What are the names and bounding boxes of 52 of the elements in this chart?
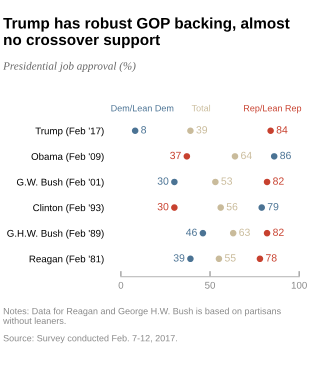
point (217, 204, 224, 211)
text: Dem/Lean Dem (111, 104, 174, 112)
series-label: Total (192, 104, 210, 112)
y-tick-label: Reagan (Feb '81) (30, 255, 104, 264)
point (171, 204, 178, 211)
y-tick-label: Obama (Feb '09) (32, 152, 104, 162)
data-label: 30 (158, 177, 168, 185)
point (171, 178, 178, 186)
x-tick-label: 50 (205, 282, 216, 289)
chart-subtitle: Presidential job approval (%) (3, 62, 136, 72)
point (264, 230, 270, 236)
data-label: 30 (158, 202, 168, 210)
x-tick-label: 100 (292, 282, 307, 289)
point (216, 256, 222, 262)
data-label: 82 (273, 177, 284, 185)
y-tick-label: G.W. Bush (Feb '01) (16, 178, 104, 188)
y-tick-label: Trump (Feb '17) (35, 127, 104, 136)
data-label: 84 (276, 126, 288, 134)
point (258, 204, 265, 211)
x-tick-label: 0 (118, 282, 124, 289)
text: Notes: Data for Reagan and George H.W. Bush is based on partisans without leaners. (3, 308, 281, 324)
data-label: 56 (226, 202, 238, 210)
point (256, 256, 264, 262)
point (230, 230, 236, 236)
data-label: 64 (241, 152, 252, 160)
data-label: 53 (221, 177, 232, 185)
data-label: 46 (186, 228, 197, 236)
data-label: 63 (239, 228, 250, 236)
point (187, 127, 194, 134)
point (187, 256, 194, 262)
data-label: 39 (174, 254, 184, 262)
data-label: 37 (170, 152, 181, 160)
data-label: 79 (268, 202, 278, 210)
point (267, 127, 274, 134)
data-label: 8 (141, 126, 146, 134)
y-tick-label: G.H.W. Bush (Feb '89) (7, 230, 104, 239)
y-tick-label: Clinton (Feb '93) (33, 204, 104, 214)
point (232, 153, 238, 160)
data-label: 86 (280, 152, 291, 160)
point (200, 230, 206, 236)
data-label: 55 (224, 254, 236, 262)
point (270, 153, 278, 160)
point (264, 178, 270, 186)
source-note: Source: Survey conducted Feb. 7-12, 2017. (4, 334, 177, 344)
point (132, 127, 138, 134)
data-label: 78 (266, 254, 277, 262)
data-label: 39 (196, 126, 208, 134)
point (212, 178, 219, 186)
chart-title: Trump has robust GOP backing, almost no crossover support (3, 17, 290, 48)
point (184, 153, 190, 160)
text: Rep/Lean Rep (244, 104, 302, 114)
data-label: 82 (273, 228, 284, 236)
